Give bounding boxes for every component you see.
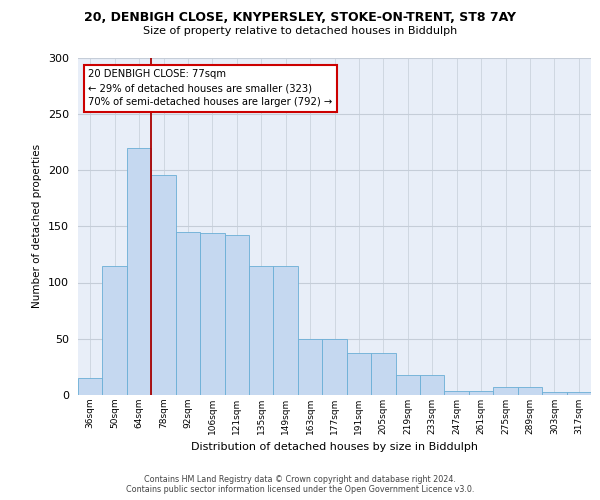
Bar xyxy=(224,236,249,395)
Text: Contains HM Land Registry data © Crown copyright and database right 2024.
Contai: Contains HM Land Registry data © Crown c… xyxy=(126,474,474,494)
Bar xyxy=(371,354,395,395)
Bar xyxy=(420,375,445,395)
Bar xyxy=(518,387,542,395)
Bar xyxy=(322,339,347,395)
Y-axis label: Number of detached properties: Number of detached properties xyxy=(32,144,42,308)
X-axis label: Distribution of detached houses by size in Biddulph: Distribution of detached houses by size … xyxy=(191,442,478,452)
Bar xyxy=(542,392,566,395)
Bar xyxy=(347,354,371,395)
Bar xyxy=(395,375,420,395)
Bar xyxy=(493,387,518,395)
Bar xyxy=(469,390,493,395)
Bar xyxy=(78,378,103,395)
Bar xyxy=(274,266,298,395)
Bar xyxy=(249,266,274,395)
Bar xyxy=(445,390,469,395)
Bar xyxy=(566,392,591,395)
Bar xyxy=(298,339,322,395)
Bar xyxy=(127,148,151,395)
Bar xyxy=(103,266,127,395)
Bar xyxy=(200,233,224,395)
Text: Size of property relative to detached houses in Biddulph: Size of property relative to detached ho… xyxy=(143,26,457,36)
Bar xyxy=(151,174,176,395)
Text: 20, DENBIGH CLOSE, KNYPERSLEY, STOKE-ON-TRENT, ST8 7AY: 20, DENBIGH CLOSE, KNYPERSLEY, STOKE-ON-… xyxy=(84,11,516,24)
Text: 20 DENBIGH CLOSE: 77sqm
← 29% of detached houses are smaller (323)
70% of semi-d: 20 DENBIGH CLOSE: 77sqm ← 29% of detache… xyxy=(88,70,332,108)
Bar xyxy=(176,232,200,395)
